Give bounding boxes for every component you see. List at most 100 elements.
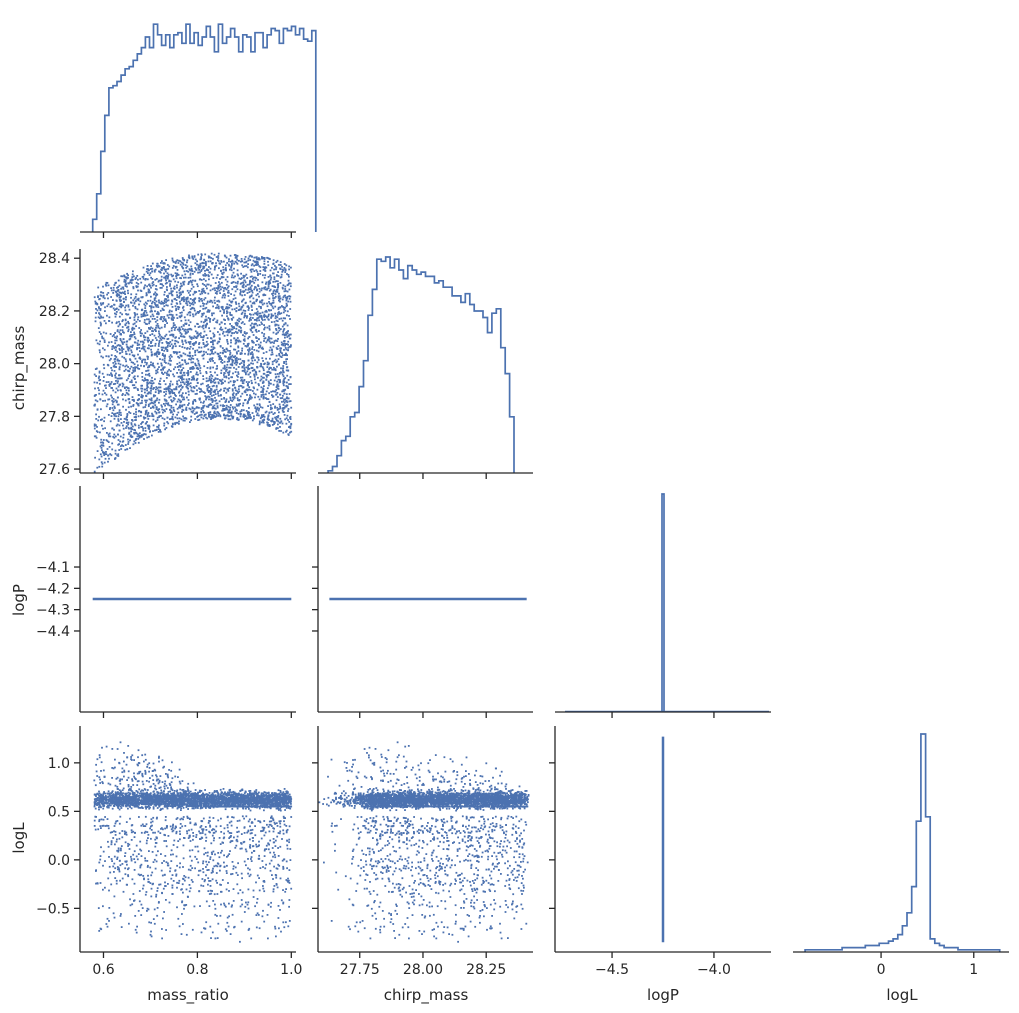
scatter-chirp-mass-vs-mass-ratio-point [267,384,270,387]
scatter-chirp-mass-vs-mass-ratio-point [198,364,201,367]
scatter-chirp-mass-vs-mass-ratio-point [144,307,147,309]
scatter-chirp-mass-vs-mass-ratio-point [123,301,125,303]
scatter-chirp-mass-vs-mass-ratio-point [133,316,136,319]
scatter-chirp-mass-vs-mass-ratio-point [263,287,266,290]
scatter-chirp-mass-vs-mass-ratio-point [275,346,278,349]
scatter-logL-vs-mass-ratio-point [101,746,103,749]
scatter-chirp-mass-vs-mass-ratio-point [163,380,165,382]
scatter-logL-vs-mass-ratio-point [203,847,206,850]
scatter-chirp-mass-vs-mass-ratio-point [187,328,190,331]
scatter-chirp-mass-vs-mass-ratio-point [207,274,210,276]
scatter-chirp-mass-vs-mass-ratio-point [171,306,174,308]
scatter-logL-vs-mass-ratio-point [192,832,194,834]
scatter-chirp-mass-vs-mass-ratio-point [141,376,144,378]
scatter-chirp-mass-vs-mass-ratio-point [282,329,285,331]
scatter-chirp-mass-vs-mass-ratio-point [235,412,238,414]
scatter-chirp-mass-vs-mass-ratio-point [273,423,275,425]
scatter-chirp-mass-vs-mass-ratio-point [196,332,198,335]
scatter-chirp-mass-vs-mass-ratio-point [126,345,129,348]
scatter-chirp-mass-vs-mass-ratio-point [204,279,207,282]
scatter-chirp-mass-vs-mass-ratio-point [122,427,125,430]
scatter-chirp-mass-vs-mass-ratio-point [137,389,139,391]
scatter-chirp-mass-vs-mass-ratio-point [285,334,288,336]
scatter-chirp-mass-vs-mass-ratio-point [175,421,178,424]
scatter-chirp-mass-vs-mass-ratio-point [212,360,214,362]
scatter-chirp-mass-vs-mass-ratio-point [154,429,156,432]
scatter-chirp-mass-vs-mass-ratio-point [285,302,288,305]
scatter-chirp-mass-vs-mass-ratio-point [111,321,113,324]
scatter-chirp-mass-vs-mass-ratio-point [246,283,249,286]
scatter-chirp-mass-vs-mass-ratio-point [133,327,136,330]
scatter-chirp-mass-vs-mass-ratio-point [133,363,136,366]
scatter-chirp-mass-vs-mass-ratio-point [214,339,216,342]
scatter-chirp-mass-vs-mass-ratio-point [164,428,166,431]
scatter-chirp-mass-vs-mass-ratio-point [198,297,201,299]
scatter-chirp-mass-vs-mass-ratio-point [175,395,177,397]
scatter-chirp-mass-vs-mass-ratio-point [198,300,201,303]
scatter-chirp-mass-vs-mass-ratio-point [201,336,204,339]
scatter-chirp-mass-vs-mass-ratio-point [229,357,232,360]
scatter-chirp-mass-vs-mass-ratio-point [206,283,209,286]
scatter-chirp-mass-vs-mass-ratio-point [278,295,281,298]
scatter-chirp-mass-vs-mass-ratio-point [289,308,292,310]
scatter-chirp-mass-vs-mass-ratio-point [168,392,171,394]
scatter-chirp-mass-vs-mass-ratio-point [284,285,287,288]
scatter-chirp-mass-vs-mass-ratio-point [283,323,285,326]
scatter-chirp-mass-vs-mass-ratio-point [235,351,238,354]
scatter-chirp-mass-vs-mass-ratio-point [105,387,107,389]
scatter-chirp-mass-vs-mass-ratio-point [141,421,143,424]
scatter-chirp-mass-vs-mass-ratio-point [267,285,270,287]
scatter-chirp-mass-vs-mass-ratio-point [129,447,131,449]
scatter-chirp-mass-vs-mass-ratio-point [163,418,166,421]
scatter-chirp-mass-vs-mass-ratio-point [256,270,259,273]
scatter-chirp-mass-vs-mass-ratio-point [200,416,203,419]
scatter-chirp-mass-vs-mass-ratio-point [211,375,214,377]
scatter-chirp-mass-vs-mass-ratio-point [219,310,222,313]
scatter-chirp-mass-vs-mass-ratio-point [155,369,157,372]
scatter-logL-vs-mass-ratio-point [127,807,129,810]
scatter-chirp-mass-vs-mass-ratio-point [138,347,141,349]
scatter-chirp-mass-vs-mass-ratio-point [225,376,228,379]
scatter-chirp-mass-vs-mass-ratio-point [239,352,242,355]
scatter-chirp-mass-vs-mass-ratio-point [138,436,141,439]
scatter-chirp-mass-vs-mass-ratio-point [129,281,131,284]
scatter-chirp-mass-vs-mass-ratio-point [124,285,127,287]
scatter-chirp-mass-vs-mass-ratio-point [209,260,212,263]
scatter-chirp-mass-vs-mass-ratio-point [121,291,124,294]
scatter-chirp-mass-vs-mass-ratio-point [250,280,253,283]
scatter-chirp-mass-vs-mass-ratio-point [176,400,179,403]
scatter-chirp-mass-vs-mass-ratio-point [142,315,144,317]
scatter-chirp-mass-vs-mass-ratio-point [145,292,148,294]
scatter-chirp-mass-vs-mass-ratio-point [172,373,174,376]
scatter-chirp-mass-vs-mass-ratio-point [132,286,135,288]
scatter-chirp-mass-vs-mass-ratio-point [226,334,229,337]
scatter-chirp-mass-vs-mass-ratio-point [196,358,199,361]
scatter-chirp-mass-vs-mass-ratio-point [271,351,274,354]
scatter-chirp-mass-vs-mass-ratio-point [156,362,159,365]
scatter-chirp-mass-vs-mass-ratio-point [157,326,160,329]
scatter-chirp-mass-vs-mass-ratio-point [182,262,184,265]
scatter-chirp-mass-vs-mass-ratio-point [161,371,163,374]
scatter-chirp-mass-vs-mass-ratio-point [179,291,182,294]
scatter-chirp-mass-vs-mass-ratio-point [275,399,278,402]
scatter-chirp-mass-vs-mass-ratio-point [232,372,234,375]
scatter-chirp-mass-vs-mass-ratio-point [172,326,175,328]
scatter-chirp-mass-vs-mass-ratio-point [227,317,229,320]
scatter-chirp-mass-vs-mass-ratio-point [180,325,183,328]
scatter-chirp-mass-vs-mass-ratio-point [281,409,284,412]
scatter-chirp-mass-vs-mass-ratio-point [286,336,289,338]
scatter-chirp-mass-vs-mass-ratio-point [276,365,278,368]
scatter-logL-vs-mass-ratio-point [209,858,212,860]
scatter-chirp-mass-vs-mass-ratio-point [239,395,242,398]
scatter-chirp-mass-vs-mass-ratio-point [244,256,247,258]
scatter-chirp-mass-vs-mass-ratio-point [220,388,222,391]
scatter-chirp-mass-vs-mass-ratio-point [192,273,194,275]
scatter-chirp-mass-vs-mass-ratio-point [224,255,227,258]
scatter-chirp-mass-vs-mass-ratio-point [194,267,197,269]
scatter-chirp-mass-vs-mass-ratio-point [123,421,125,423]
scatter-chirp-mass-vs-mass-ratio-point [239,292,242,295]
scatter-logL-vs-mass-ratio-point [163,860,165,862]
scatter-chirp-mass-vs-mass-ratio-point [96,381,98,384]
scatter-chirp-mass-vs-mass-ratio-point [131,399,134,401]
